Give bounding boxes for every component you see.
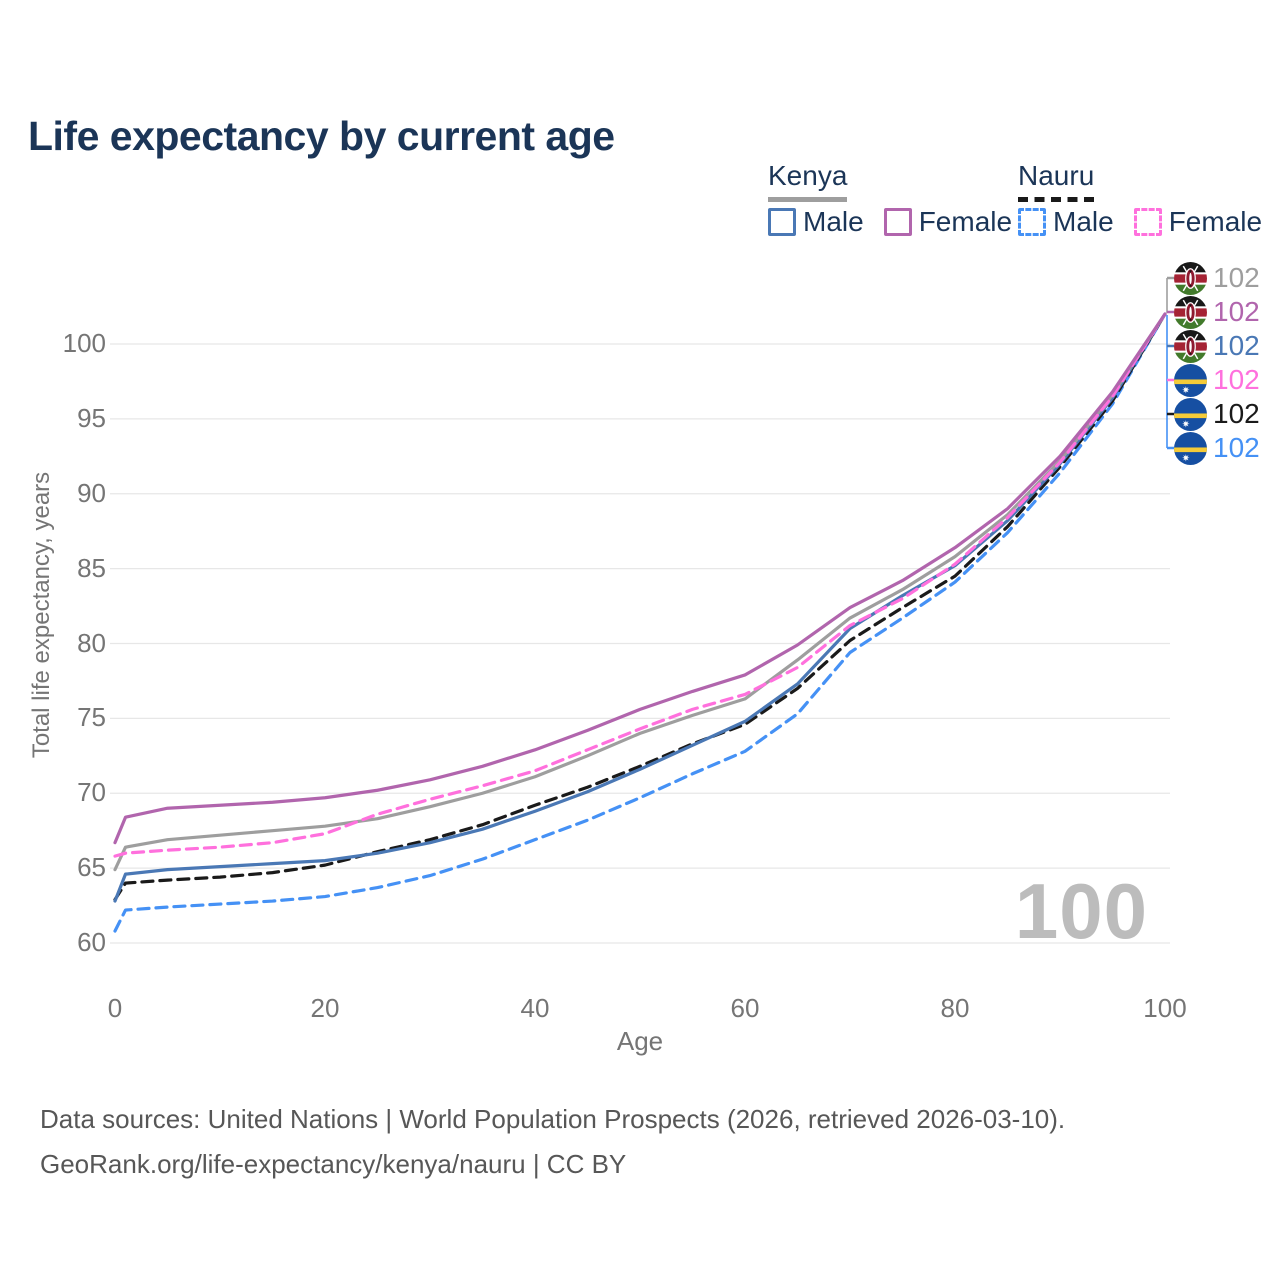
kenya-solid-line-swatch: [768, 197, 848, 202]
series-line-kenya-both[interactable]: [113, 312, 1167, 872]
series-line-nauru-female[interactable]: [113, 312, 1167, 858]
legend-group-kenya: Kenya Male Female: [768, 160, 1012, 237]
series-line-kenya-male[interactable]: [113, 312, 1167, 903]
legend-country-nauru-label: Nauru: [1018, 160, 1095, 191]
kenya-flag-icon: [1174, 330, 1207, 363]
nauru-flag-icon: [1174, 398, 1207, 431]
end-label-nauru-both[interactable]: 102: [1174, 397, 1260, 431]
legend-group-nauru: Nauru Male Female: [1018, 160, 1262, 237]
end-value: 102: [1213, 432, 1260, 463]
attribution-text: GeoRank.org/life-expectancy/kenya/nauru …: [40, 1149, 627, 1179]
y-tick-label: 70: [77, 777, 106, 808]
end-value: 102: [1213, 296, 1260, 327]
legend-country-kenya[interactable]: Kenya: [768, 160, 848, 202]
end-value: 102: [1213, 330, 1260, 361]
legend-item-kenya-male[interactable]: Male: [768, 206, 864, 238]
page-title: Life expectancy by current age: [28, 113, 615, 160]
y-tick-label: 75: [77, 702, 106, 733]
series-line-nauru-male[interactable]: [113, 312, 1167, 933]
data-source-text: Data sources: United Nations | World Pop…: [40, 1104, 1066, 1134]
legend-country-nauru[interactable]: Nauru: [1018, 160, 1095, 202]
y-tick-label: 65: [77, 852, 106, 883]
nauru-male-swatch: [1018, 208, 1046, 236]
legend-item-label: Female: [918, 206, 1013, 237]
nauru-female-swatch: [1133, 208, 1162, 236]
kenya-flag-icon: [1174, 296, 1207, 329]
nauru-flag-icon: [1174, 364, 1207, 397]
y-tick-label: 60: [77, 927, 106, 957]
legend-item-nauru-female[interactable]: Female: [1133, 206, 1263, 238]
legend-item-nauru-male[interactable]: Male: [1018, 206, 1114, 238]
end-label-kenya-female[interactable]: 102: [1174, 295, 1260, 329]
end-label-nauru-female[interactable]: 102: [1174, 363, 1260, 397]
y-tick-label: 100: [62, 328, 106, 358]
y-tick-label: 85: [77, 552, 106, 583]
x-tick-label: 100: [1143, 993, 1187, 1023]
legend-item-label: Male: [803, 206, 864, 237]
x-tick-label: 40: [520, 993, 550, 1023]
nauru-flag-icon: [1174, 432, 1207, 465]
x-tick-label: 0: [107, 993, 123, 1023]
footer: Data sources: United Nations | World Pop…: [40, 1104, 1065, 1194]
series-line-nauru-both[interactable]: [113, 312, 1167, 902]
end-value: 102: [1213, 262, 1260, 293]
end-label-nauru-male[interactable]: 102: [1174, 431, 1260, 465]
end-label-kenya-male[interactable]: 102: [1174, 329, 1260, 363]
x-tick-label: 80: [940, 993, 970, 1023]
x-tick-label: 20: [310, 993, 340, 1023]
end-label-kenya-both[interactable]: 102: [1174, 261, 1260, 295]
kenya-flag-icon: [1174, 262, 1207, 295]
legend-item-label: Female: [1168, 206, 1263, 237]
legend-item-label: Male: [1053, 206, 1114, 237]
y-tick-label: 80: [77, 627, 106, 658]
end-value: 102: [1213, 364, 1260, 395]
y-tick-label: 90: [77, 477, 106, 508]
legend-item-kenya-female[interactable]: Female: [883, 206, 1013, 238]
y-tick-label: 95: [77, 402, 106, 433]
nauru-dashed-line-swatch: [1018, 197, 1095, 202]
legend-country-kenya-label: Kenya: [768, 160, 848, 191]
x-tick-label: 60: [730, 993, 760, 1023]
hover-age-watermark: 100: [1014, 867, 1148, 955]
series-line-kenya-female[interactable]: [113, 312, 1167, 845]
end-value: 102: [1213, 398, 1260, 429]
kenya-male-swatch: [768, 208, 796, 236]
kenya-female-swatch: [883, 208, 912, 236]
x-axis-title: Age: [616, 1026, 664, 1056]
